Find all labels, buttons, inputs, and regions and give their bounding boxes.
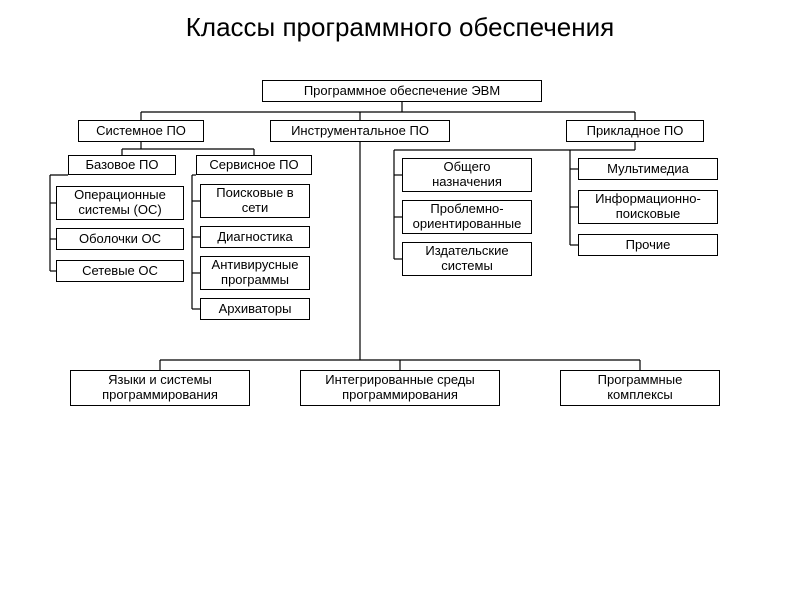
node-shells: Оболочки ОС xyxy=(56,228,184,250)
node-search: Поисковые в сети xyxy=(200,184,310,218)
node-base: Базовое ПО xyxy=(68,155,176,175)
node-service: Сервисное ПО xyxy=(196,155,312,175)
node-system: Системное ПО xyxy=(78,120,204,142)
node-applied: Прикладное ПО xyxy=(566,120,704,142)
node-multimedia: Мультимедиа xyxy=(578,158,718,180)
node-os: Операционные системы (ОС) xyxy=(56,186,184,220)
node-complexes: Программные комплексы xyxy=(560,370,720,406)
node-general: Общего назначения xyxy=(402,158,532,192)
node-problem: Проблемно-ориентированные xyxy=(402,200,532,234)
node-antivirus: Антивирусные программы xyxy=(200,256,310,290)
node-infosearch: Информационно-поисковые xyxy=(578,190,718,224)
node-diag: Диагностика xyxy=(200,226,310,248)
node-netos: Сетевые ОС xyxy=(56,260,184,282)
node-other: Прочие xyxy=(578,234,718,256)
node-instrument: Инструментальное ПО xyxy=(270,120,450,142)
node-langs: Языки и системы программирования xyxy=(70,370,250,406)
node-publish: Издательские системы xyxy=(402,242,532,276)
node-root: Программное обеспечение ЭВМ xyxy=(262,80,542,102)
node-ide: Интегрированные среды программирования xyxy=(300,370,500,406)
page-title: Классы программного обеспечения xyxy=(0,12,800,43)
node-archivers: Архиваторы xyxy=(200,298,310,320)
